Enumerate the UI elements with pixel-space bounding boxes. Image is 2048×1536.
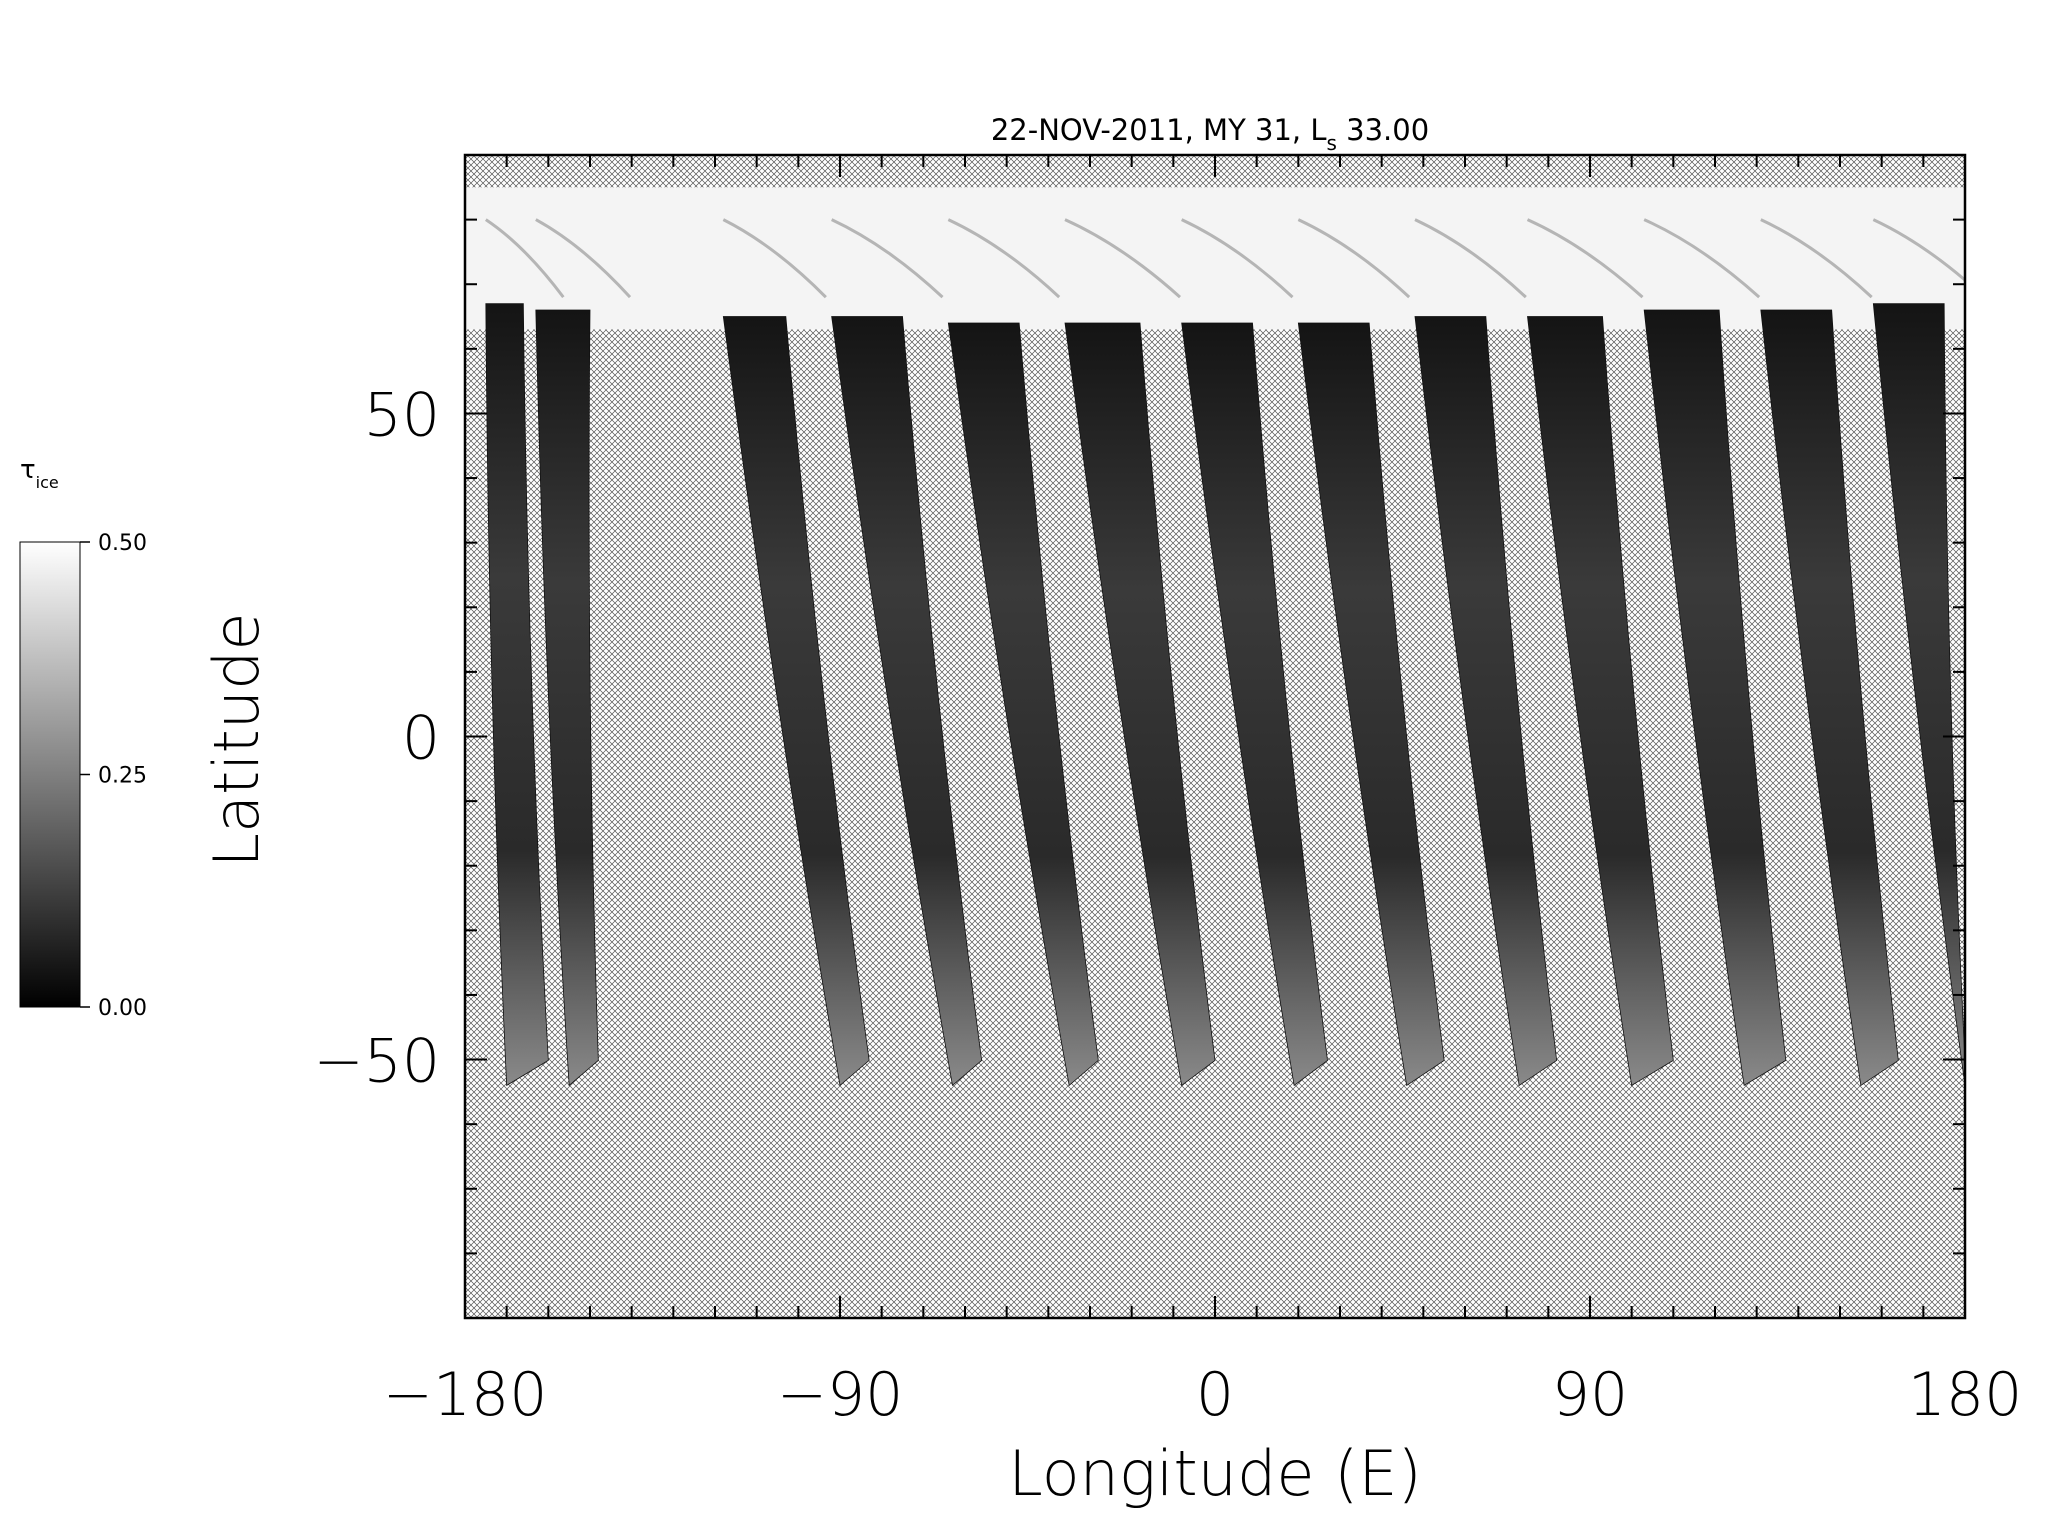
colorbar-tick-label: 0.00 bbox=[98, 996, 147, 1021]
polar-streak bbox=[1760, 218, 1873, 299]
polar-streak bbox=[1297, 218, 1411, 299]
polar-streak bbox=[1872, 218, 1965, 283]
colorbar-tick-label: 0.25 bbox=[98, 764, 147, 789]
chart-title-subscript: s bbox=[1327, 131, 1337, 155]
x-tick-label: −180 bbox=[383, 1360, 548, 1430]
x-axis-label: Longitude (E) bbox=[1008, 1437, 1421, 1510]
chart-title-text: 22-NOV-2011, MY 31, L bbox=[991, 113, 1327, 147]
x-tick-label: 90 bbox=[1552, 1360, 1628, 1430]
y-axis-label: Latitude bbox=[200, 612, 273, 867]
chart-title-value: 33.00 bbox=[1337, 113, 1429, 147]
orbit-swath bbox=[1181, 322, 1328, 1087]
orbit-swath bbox=[535, 309, 599, 1087]
colorbar-tick-label: 0.50 bbox=[98, 531, 147, 556]
polar-streak bbox=[1064, 218, 1182, 299]
y-tick-label: 50 bbox=[364, 380, 440, 450]
orbit-swath bbox=[831, 316, 983, 1087]
y-tick-label: −50 bbox=[313, 1027, 440, 1097]
polar-streak bbox=[947, 218, 1061, 299]
orbit-swath bbox=[1297, 322, 1445, 1087]
orbit-swath bbox=[1414, 316, 1558, 1087]
polar-streak bbox=[1643, 218, 1761, 299]
orbit-swath bbox=[1527, 316, 1674, 1087]
chart-title: 22-NOV-2011, MY 31, Ls 33.00 bbox=[991, 113, 1429, 155]
orbit-swath bbox=[947, 322, 1099, 1087]
x-tick-label: 180 bbox=[1908, 1360, 2023, 1430]
polar-streak bbox=[1414, 218, 1527, 299]
polar-streak bbox=[1526, 218, 1644, 299]
polar-streak bbox=[722, 218, 827, 299]
orbit-swath bbox=[1760, 309, 1899, 1087]
orbit-swath bbox=[1064, 322, 1216, 1087]
x-tick-label: 0 bbox=[1196, 1360, 1234, 1430]
polar-cap-band bbox=[465, 187, 1965, 330]
polar-streak bbox=[831, 218, 944, 299]
polar-streak bbox=[535, 218, 632, 299]
colorbar bbox=[19, 541, 81, 1008]
orbit-swath bbox=[1643, 309, 1787, 1087]
y-tick-label: 0 bbox=[402, 704, 440, 774]
colorbar-title-subscript: ice bbox=[36, 473, 59, 492]
x-tick-label: −90 bbox=[777, 1360, 904, 1430]
polar-streak bbox=[485, 218, 565, 299]
orbit-swath bbox=[722, 316, 870, 1087]
polar-streak bbox=[1181, 218, 1294, 299]
orbit-swath bbox=[1872, 303, 1965, 1086]
colorbar-title: τice bbox=[20, 455, 59, 492]
colorbar-title-symbol: τ bbox=[20, 455, 36, 485]
orbit-swath bbox=[485, 303, 549, 1087]
